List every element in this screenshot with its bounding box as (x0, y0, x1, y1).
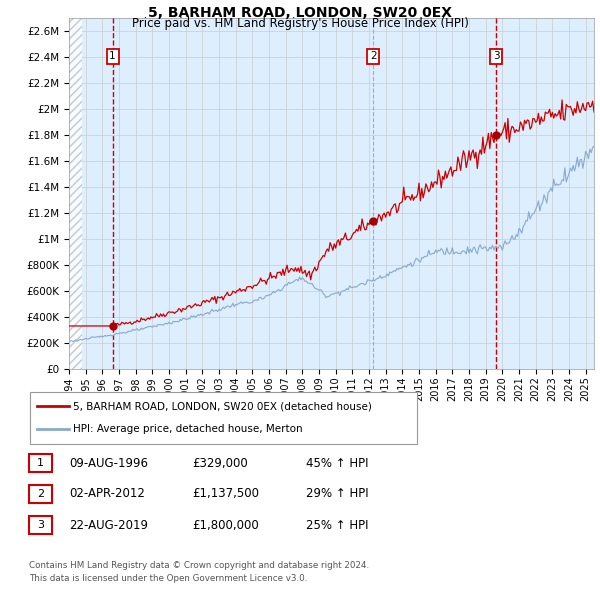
Text: 1: 1 (37, 458, 44, 468)
Text: 5, BARHAM ROAD, LONDON, SW20 0EX: 5, BARHAM ROAD, LONDON, SW20 0EX (148, 6, 452, 20)
Text: HPI: Average price, detached house, Merton: HPI: Average price, detached house, Mert… (73, 424, 303, 434)
Text: 25% ↑ HPI: 25% ↑ HPI (306, 519, 368, 532)
Text: Contains HM Land Registry data © Crown copyright and database right 2024.: Contains HM Land Registry data © Crown c… (29, 560, 369, 570)
Text: £1,800,000: £1,800,000 (192, 519, 259, 532)
Text: £329,000: £329,000 (192, 457, 248, 470)
Text: 02-APR-2012: 02-APR-2012 (69, 487, 145, 500)
Text: This data is licensed under the Open Government Licence v3.0.: This data is licensed under the Open Gov… (29, 573, 307, 583)
Text: 29% ↑ HPI: 29% ↑ HPI (306, 487, 368, 500)
Text: 45% ↑ HPI: 45% ↑ HPI (306, 457, 368, 470)
Text: 1: 1 (109, 51, 116, 61)
Text: 3: 3 (493, 51, 500, 61)
Text: 2: 2 (37, 489, 44, 499)
Text: 22-AUG-2019: 22-AUG-2019 (69, 519, 148, 532)
Text: 3: 3 (37, 520, 44, 530)
Text: 09-AUG-1996: 09-AUG-1996 (69, 457, 148, 470)
Text: Price paid vs. HM Land Registry's House Price Index (HPI): Price paid vs. HM Land Registry's House … (131, 17, 469, 30)
Text: £1,137,500: £1,137,500 (192, 487, 259, 500)
Text: 2: 2 (370, 51, 377, 61)
Text: 5, BARHAM ROAD, LONDON, SW20 0EX (detached house): 5, BARHAM ROAD, LONDON, SW20 0EX (detach… (73, 401, 372, 411)
